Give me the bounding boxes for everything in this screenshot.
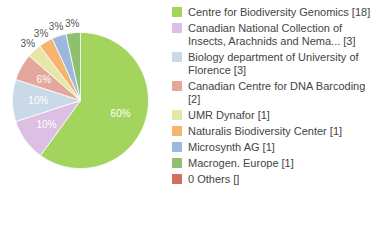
svg-text:3%: 3% [49, 21, 64, 32]
html-text:Naturalis Biodiversity Center: Naturalis Biodiversity Center [1] [188, 125, 343, 137]
html-text:Centre for Biodiversity Genomi: Centre for Biodiversity Genomics [18] [188, 6, 371, 18]
svg-text:6%: 6% [37, 74, 52, 85]
svg-text:10%: 10% [36, 119, 56, 130]
svg-text:3%: 3% [21, 38, 36, 49]
html-text:Macrogen. Europe [1]: Macrogen. Europe [1] [188, 157, 294, 169]
svg-text:3%: 3% [34, 28, 49, 39]
html-text:0 Others []: 0 Others [] [188, 173, 240, 185]
svg-text:10%: 10% [28, 95, 48, 106]
html-text:Canadian National Collection o: Canadian National Collection of Insects,… [188, 22, 356, 47]
html-text:Canadian Centre for DNA Barcod: Canadian Centre for DNA Barcoding [2] [188, 80, 366, 105]
html-text:UMR Dynafor [1]: UMR Dynafor [1] [188, 109, 270, 121]
html-text:Biology department of Universi: Biology department of University of Flor… [188, 51, 359, 76]
svg-text:3%: 3% [65, 18, 80, 29]
html-text:Microsynth AG [1]: Microsynth AG [1] [188, 141, 275, 153]
svg-text:60%: 60% [111, 108, 131, 119]
